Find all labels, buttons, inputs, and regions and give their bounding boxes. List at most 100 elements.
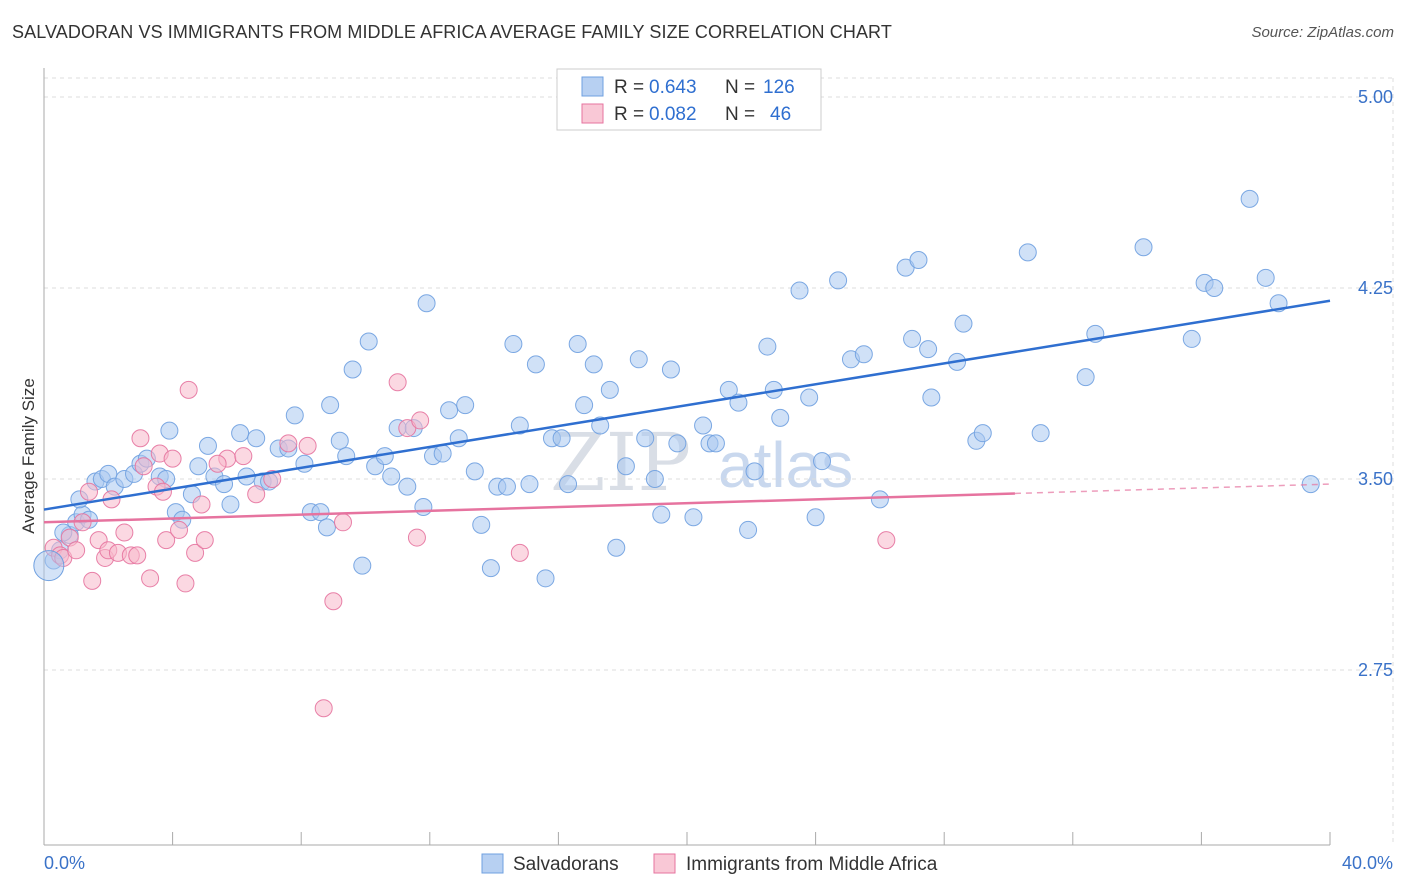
y-tick-labels: 2.75 3.50 4.25 5.00 bbox=[1358, 87, 1393, 680]
point-middle-africa bbox=[234, 447, 253, 466]
point-middle-africa bbox=[157, 531, 176, 550]
point-middle-africa bbox=[163, 449, 182, 468]
point-salvadorans bbox=[398, 477, 417, 496]
point-salvadorans bbox=[1240, 189, 1259, 208]
point-salvadorans bbox=[317, 518, 336, 537]
point-salvadorans bbox=[321, 396, 340, 415]
y-tick-label: 4.25 bbox=[1358, 278, 1393, 298]
legend-n-label-1: N = bbox=[725, 77, 755, 98]
point-salvadorans bbox=[575, 396, 594, 415]
legend-swatch-middle-africa bbox=[581, 103, 604, 124]
point-salvadorans bbox=[694, 416, 713, 435]
point-middle-africa bbox=[83, 571, 102, 590]
point-salvadorans bbox=[954, 314, 973, 333]
point-salvadorans bbox=[652, 505, 671, 524]
point-salvadorans bbox=[285, 406, 304, 425]
point-salvadorans bbox=[1256, 268, 1275, 287]
point-middle-africa bbox=[80, 482, 99, 501]
y-axis-label: Average Family Size bbox=[19, 378, 38, 534]
point-salvadorans bbox=[584, 355, 603, 374]
y-tick-label: 5.00 bbox=[1358, 87, 1393, 107]
x-ticks bbox=[43, 832, 1331, 845]
point-salvadorans bbox=[591, 416, 610, 435]
point-salvadorans bbox=[440, 401, 459, 420]
point-salvadorans bbox=[1182, 329, 1201, 348]
point-salvadorans bbox=[520, 475, 539, 494]
point-salvadorans bbox=[813, 452, 832, 471]
x-tick-label-min: 0.0% bbox=[44, 853, 85, 873]
point-salvadorans bbox=[909, 250, 928, 269]
point-salvadorans bbox=[1076, 368, 1095, 387]
point-middle-africa bbox=[179, 380, 198, 399]
point-salvadorans bbox=[456, 396, 475, 415]
point-salvadorans bbox=[472, 515, 491, 534]
point-salvadorans bbox=[922, 388, 941, 407]
chart-source: Source: ZipAtlas.com bbox=[1251, 24, 1394, 41]
point-salvadorans bbox=[189, 457, 208, 476]
point-salvadorans bbox=[504, 335, 523, 354]
point-salvadorans bbox=[382, 467, 401, 486]
point-salvadorans bbox=[536, 569, 555, 588]
point-salvadorans bbox=[221, 495, 240, 514]
point-salvadorans bbox=[559, 475, 578, 494]
point-salvadorans bbox=[1031, 424, 1050, 443]
point-middle-africa bbox=[333, 513, 352, 532]
point-middle-africa bbox=[510, 543, 529, 562]
point-middle-africa bbox=[170, 520, 189, 539]
point-middle-africa bbox=[134, 457, 153, 476]
point-salvadorans bbox=[616, 457, 635, 476]
point-middle-africa bbox=[192, 495, 211, 514]
legend-r-value-2: 0.082 bbox=[649, 104, 697, 125]
point-salvadorans bbox=[417, 294, 436, 313]
point-middle-africa bbox=[324, 592, 343, 611]
y-tick-label: 2.75 bbox=[1358, 660, 1393, 680]
point-salvadorans bbox=[629, 350, 648, 369]
point-salvadorans bbox=[854, 345, 873, 364]
point-salvadorans bbox=[1205, 279, 1224, 297]
legend-n-label-2: N = bbox=[725, 104, 755, 125]
point-salvadorans bbox=[198, 436, 217, 455]
point-salvadorans bbox=[668, 434, 687, 453]
point-middle-africa bbox=[411, 411, 430, 430]
legend-r-label-1: R = bbox=[614, 77, 644, 98]
point-salvadorans bbox=[903, 329, 922, 348]
point-salvadorans bbox=[745, 462, 764, 481]
point-salvadorans bbox=[806, 508, 825, 527]
point-salvadorans bbox=[1018, 243, 1037, 262]
correlation-legend: R = 0.643 N = 126 R = 0.082 N = 46 bbox=[556, 68, 822, 131]
point-middle-africa bbox=[388, 373, 407, 392]
trend-line-salvadorans bbox=[43, 299, 1331, 511]
trend-lines bbox=[43, 299, 1331, 524]
point-middle-africa bbox=[263, 470, 282, 488]
point-salvadorans bbox=[231, 424, 250, 443]
point-salvadorans bbox=[295, 454, 314, 473]
point-salvadorans bbox=[771, 408, 790, 427]
point-middle-africa bbox=[67, 541, 86, 560]
point-middle-africa bbox=[247, 485, 266, 504]
trend-line-extension bbox=[1014, 483, 1331, 495]
point-salvadorans bbox=[414, 498, 433, 517]
point-salvadorans bbox=[465, 462, 484, 481]
point-middle-africa bbox=[141, 569, 160, 588]
point-salvadorans bbox=[636, 429, 655, 448]
point-salvadorans bbox=[510, 416, 529, 435]
point-middle-africa bbox=[298, 436, 317, 455]
point-salvadorans bbox=[607, 538, 626, 557]
point-salvadorans bbox=[247, 429, 266, 448]
point-salvadorans bbox=[870, 490, 889, 509]
point-middle-africa bbox=[407, 528, 426, 547]
point-salvadorans bbox=[343, 360, 362, 379]
point-middle-africa bbox=[128, 546, 147, 565]
point-middle-africa bbox=[195, 531, 214, 550]
series-legend-label-middle-africa: Immigrants from Middle Africa bbox=[686, 854, 938, 875]
point-salvadorans bbox=[758, 337, 777, 356]
point-salvadorans bbox=[706, 434, 725, 453]
point-middle-africa bbox=[115, 523, 134, 542]
legend-n-value-1: 126 bbox=[763, 77, 795, 98]
point-salvadorans bbox=[600, 380, 619, 399]
point-salvadorans bbox=[684, 508, 703, 527]
point-middle-africa bbox=[314, 699, 333, 718]
point-salvadorans bbox=[433, 444, 452, 463]
point-salvadorans bbox=[481, 559, 500, 578]
